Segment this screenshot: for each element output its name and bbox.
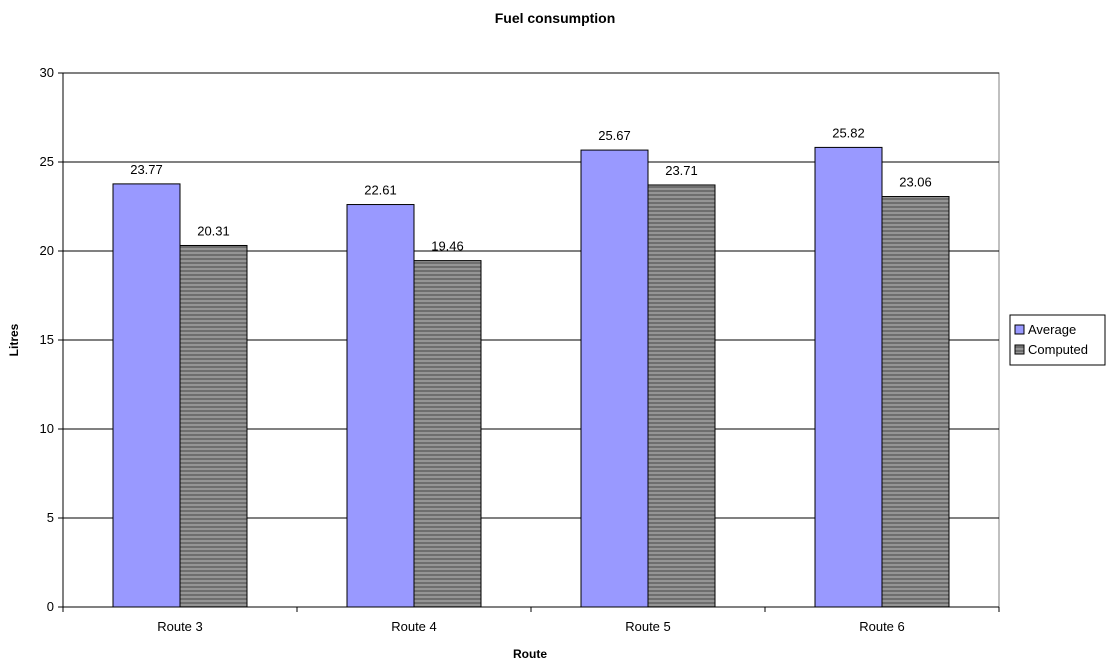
data-label: 23.77 [130,162,163,177]
chart-title: Fuel consumption [495,10,616,26]
x-axis-title: Route [513,647,547,661]
y-tick-label: 15 [40,332,54,347]
bar-average-route-3 [112,183,181,608]
y-tick-label: 25 [40,154,54,169]
data-label: 19.46 [431,239,464,254]
bar-average-route-6 [814,146,883,608]
bar-average-route-4 [346,204,415,608]
bar-computed-route-3 [179,244,248,608]
bar-computed-route-6 [881,196,950,608]
y-tick-label: 20 [40,243,54,258]
bar-computed-route-5 [647,184,716,608]
bar-computed-route-4 [413,260,482,608]
y-tick-label: 5 [47,510,54,525]
legend-label-computed: Computed [1028,342,1088,357]
x-tick-label: Route 6 [859,619,905,634]
legend-box [1009,314,1106,366]
data-label: 23.71 [665,163,698,178]
legend-swatch-average [1014,324,1025,335]
legend: Average Computed [1009,314,1106,366]
y-axis-title: Litres [7,323,21,356]
x-tick-label: Route 5 [625,619,671,634]
x-tick-label: Route 3 [157,619,203,634]
x-tick-label: Route 4 [391,619,437,634]
y-tick-label: 30 [40,65,54,80]
data-label: 25.67 [598,128,631,143]
y-tick-label: 10 [40,421,54,436]
data-label: 22.61 [364,183,397,198]
data-label: 25.82 [832,125,865,140]
legend-label-average: Average [1028,322,1076,337]
data-label: 20.31 [197,223,230,238]
y-tick-label: 0 [47,599,54,614]
plot-area: 0 5 10 15 20 25 30 23.77 20.31 Route 3 22.61 19.46 R… [40,65,1000,634]
bar-average-route-5 [580,149,649,608]
data-label: 23.06 [899,175,932,190]
legend-swatch-computed [1014,344,1025,355]
